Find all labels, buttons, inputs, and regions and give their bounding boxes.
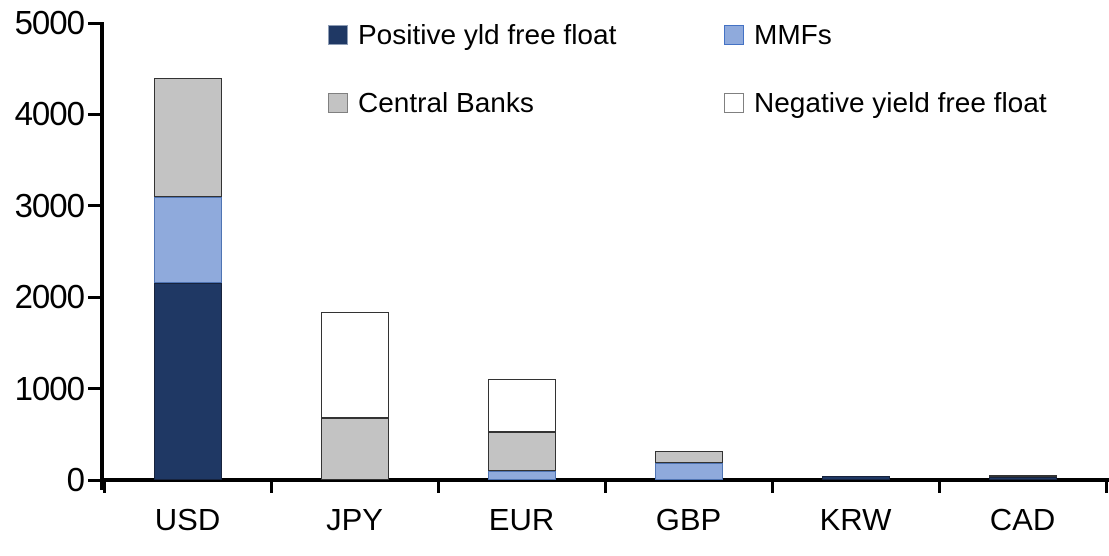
y-tick-label: 1000 — [14, 369, 85, 407]
y-axis-tick — [88, 387, 101, 391]
y-tick-label: 4000 — [14, 95, 85, 133]
bar-segment-jpy-central-banks — [320, 417, 389, 480]
category-label-gbp: GBP — [655, 502, 722, 537]
legend-label: MMFs — [754, 19, 832, 50]
y-tick-label: 0 — [66, 461, 85, 498]
bar-segment-eur-mmfs — [487, 470, 556, 480]
bar-segment-usd-positive-yld-free-float — [153, 283, 222, 480]
x-axis-tick — [603, 480, 607, 493]
category-label-jpy: JPY — [326, 502, 383, 537]
legend-label: Positive yld free float — [358, 19, 617, 50]
x-axis-tick — [1104, 480, 1108, 493]
legend-label: Negative yield free float — [754, 87, 1047, 118]
category-label-usd: USD — [154, 502, 221, 537]
x-axis-tick — [770, 480, 774, 493]
y-axis-tick — [88, 204, 101, 208]
x-axis-tick — [269, 480, 273, 493]
y-axis-tick — [88, 112, 101, 116]
bar-segment-gbp-central-banks — [654, 451, 723, 464]
bar-segment-gbp-mmfs — [654, 463, 723, 480]
y-axis-line — [100, 22, 104, 490]
category-label-cad: CAD — [989, 502, 1056, 537]
legend-item-positive-yld-free-float: Positive yld free float — [328, 19, 616, 51]
legend-item-mmfs: MMFs — [724, 19, 832, 51]
y-tick-label: 3000 — [14, 186, 85, 224]
y-axis-tick — [88, 295, 101, 299]
bar-segment-eur-negative-yield-free-float — [487, 379, 556, 432]
y-axis-tick — [88, 21, 101, 25]
bar-segment-usd-mmfs — [153, 196, 222, 284]
bar-segment-jpy-negative-yield-free-float — [320, 311, 389, 418]
bar-segment-cad-positive-yld-free-float — [988, 477, 1057, 480]
legend-swatch-negative-yield-free-float — [724, 93, 744, 113]
x-axis-tick — [937, 480, 941, 493]
legend-item-central-banks: Central Banks — [328, 87, 534, 119]
legend-swatch-central-banks — [328, 93, 348, 113]
legend-swatch-mmfs — [724, 25, 744, 45]
x-axis-tick — [102, 480, 106, 493]
legend-label: Central Banks — [358, 87, 534, 118]
bar-segment-cad-central-banks — [988, 474, 1057, 478]
y-tick-label: 2000 — [14, 278, 85, 316]
y-axis-tick — [88, 478, 101, 482]
bar-segment-usd-central-banks — [153, 77, 222, 197]
category-label-krw: KRW — [819, 502, 892, 537]
y-tick-label: 5000 — [14, 4, 85, 41]
bar-segment-krw-positive-yld-free-float — [821, 476, 890, 480]
category-label-eur: EUR — [488, 502, 555, 537]
legend-item-negative-yield-free-float: Negative yield free float — [724, 87, 1047, 119]
bar-segment-eur-central-banks — [487, 431, 556, 471]
legend-swatch-positive-yld-free-float — [328, 25, 348, 45]
x-axis-tick — [436, 480, 440, 493]
